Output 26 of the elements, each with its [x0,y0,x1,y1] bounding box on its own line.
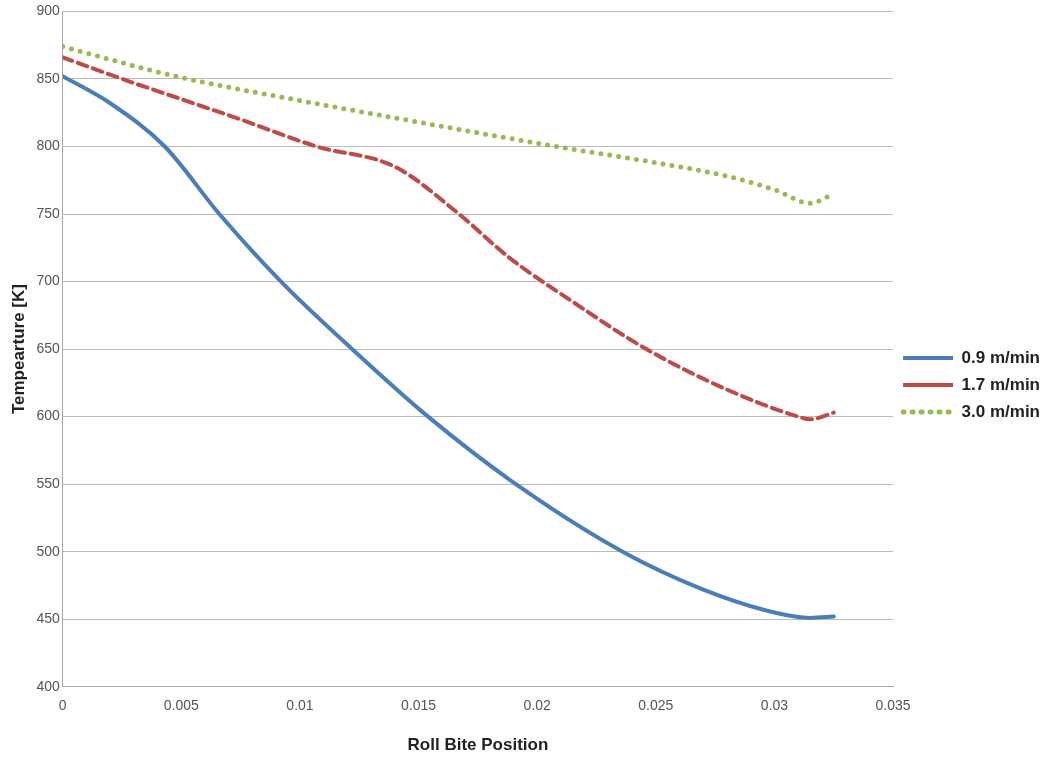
y-tick-label: 500 [36,542,60,559]
x-tick-label: 0.03 [760,697,789,714]
y-tick-label: 450 [36,610,60,627]
legend-label: 1.7 m/min [961,374,1040,394]
y-tick-label: 700 [36,272,60,289]
y-axis-title: Tempearture [K] [8,284,28,415]
x-tick-label: 0.025 [638,697,674,714]
x-axis-title: Roll Bite Position [407,735,549,755]
line-series [62,55,836,422]
x-tick-label: 0.005 [163,697,200,714]
y-tick-label: 850 [36,69,60,86]
x-tick-label: 0.01 [286,697,314,714]
legend-label: 3.0 m/min [961,401,1040,421]
x-tick-label: 0.02 [523,697,552,714]
x-tick-label: 0.035 [875,697,911,714]
y-tick-label: 750 [36,204,60,221]
x-tick-label: 0.015 [401,697,437,714]
y-tick-label: 400 [36,677,60,694]
y-tick-label: 600 [36,407,60,424]
y-tick-label: 550 [36,475,60,492]
y-tick-label: 900 [36,2,60,19]
line-series [62,74,836,620]
x-tick-label: 0 [58,697,67,714]
y-tick-label: 650 [36,339,60,356]
y-tick-label: 800 [36,137,60,154]
legend-label: 0.9 m/min [961,347,1040,367]
